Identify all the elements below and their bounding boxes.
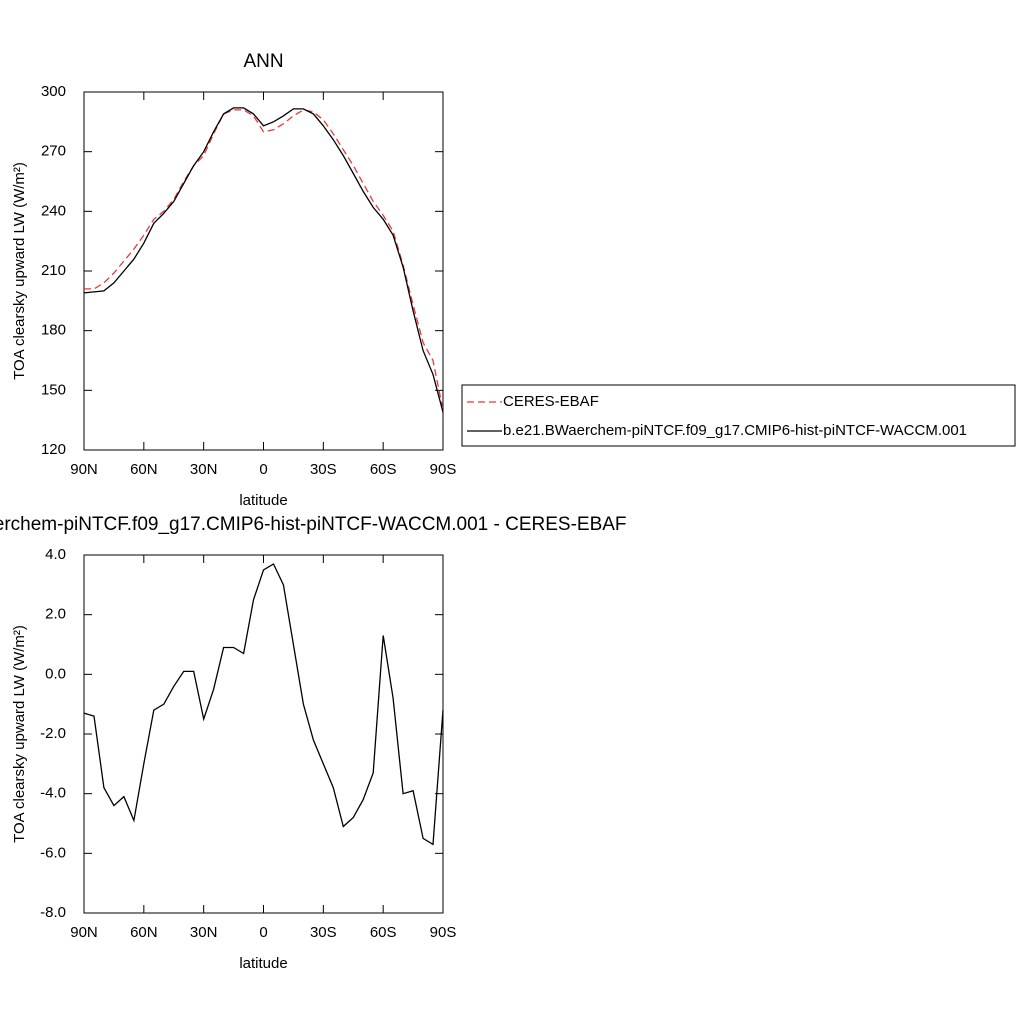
x-tick-label: 60S — [370, 461, 397, 478]
legend-frame — [461, 384, 1016, 447]
y-tick-label: -2.0 — [40, 725, 66, 742]
x-tick-label: 0 — [259, 924, 267, 941]
x-tick-label: 90S — [430, 924, 457, 941]
y-tick-label: 180 — [41, 322, 66, 339]
data-line — [84, 109, 444, 411]
y-tick-label: -8.0 — [40, 904, 66, 921]
x-tick-label: 0 — [259, 461, 267, 478]
y-tick-label: 210 — [41, 262, 66, 279]
x-tick-label: 30S — [310, 924, 337, 941]
x-tick-label: 30N — [190, 461, 218, 478]
legend-label: b.e21.BWaerchem-piNTCF.f09_g17.CMIP6-his… — [503, 422, 967, 439]
x-tick-label: 60N — [130, 461, 158, 478]
y-axis-label: TOA clearsky upward LW (W/m²) — [11, 162, 28, 380]
data-line — [83, 563, 444, 846]
y-tick-label: 300 — [41, 83, 66, 100]
plot-frame — [83, 91, 444, 451]
chart-title: b.e21.BWaerchem-piNTCF.f09_g17.CMIP6-his… — [0, 514, 627, 535]
x-tick-label: 60N — [130, 924, 158, 941]
plot-frame — [83, 554, 444, 914]
data-line — [83, 107, 444, 413]
y-tick-label: 240 — [41, 202, 66, 219]
x-tick-label: 90N — [70, 461, 98, 478]
x-tick-label: 60S — [370, 924, 397, 941]
legend-label: CERES-EBAF — [503, 393, 599, 410]
x-tick-label: 30N — [190, 924, 218, 941]
y-tick-label: 150 — [41, 381, 66, 398]
y-tick-label: 2.0 — [45, 606, 66, 623]
y-tick-label: -6.0 — [40, 844, 66, 861]
x-tick-label: 90N — [70, 924, 98, 941]
y-tick-label: -4.0 — [40, 785, 66, 802]
x-axis-label: latitude — [239, 492, 287, 509]
x-tick-label: 30S — [310, 461, 337, 478]
x-axis-label: latitude — [239, 955, 287, 972]
y-tick-label: 270 — [41, 143, 66, 160]
chart-title: ANN — [243, 51, 283, 72]
y-tick-label: 120 — [41, 441, 66, 458]
y-tick-label: 0.0 — [45, 665, 66, 682]
y-tick-label: 4.0 — [45, 546, 66, 563]
x-tick-label: 90S — [430, 461, 457, 478]
y-axis-label: TOA clearsky upward LW (W/m²) — [11, 625, 28, 843]
